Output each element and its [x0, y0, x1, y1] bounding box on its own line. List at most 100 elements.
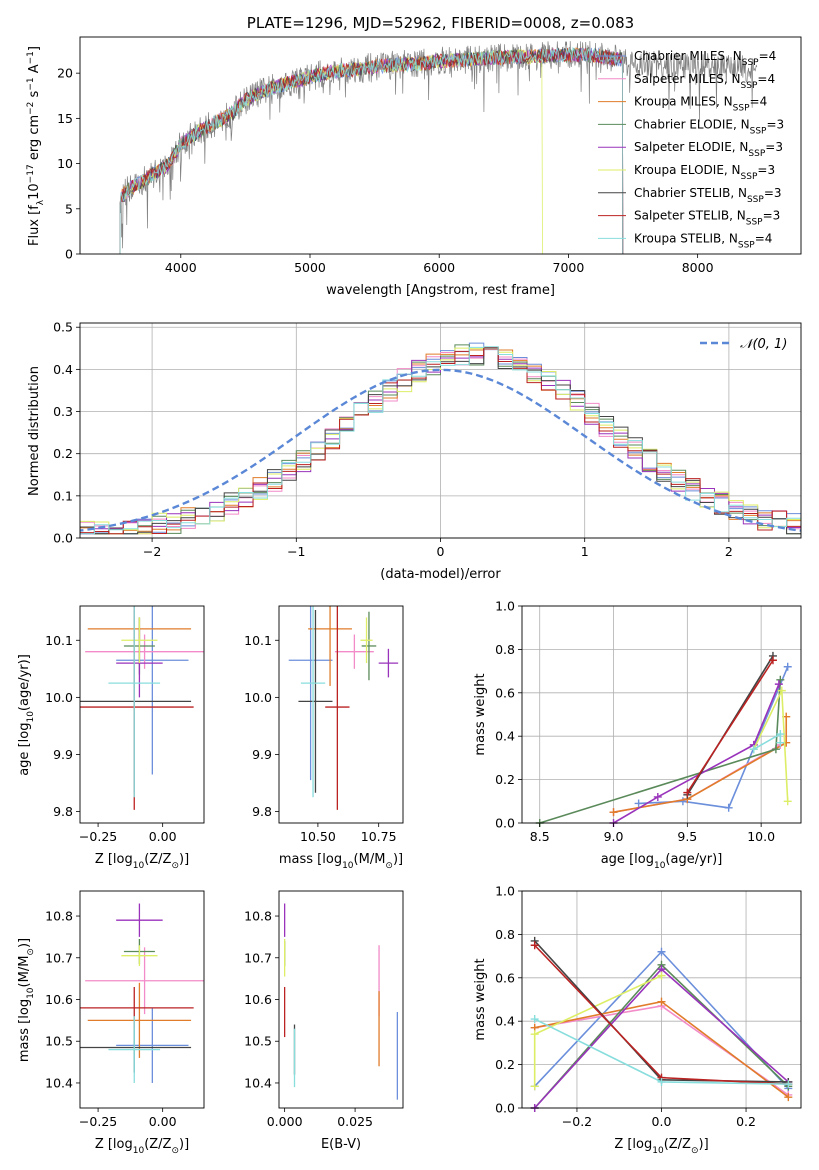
y-tick-label: 0.6 [495, 970, 515, 985]
weight-marker [657, 971, 666, 980]
weight-marker [777, 686, 786, 695]
x-tick-label: 0 [437, 544, 445, 559]
y-tick-label: 0.6 [495, 685, 515, 700]
weight-marker [771, 745, 780, 754]
y-tick-label: 10.0 [244, 690, 272, 705]
y-tick-label: 10.1 [45, 633, 73, 648]
weight-marker [530, 941, 539, 950]
weight-marker [678, 797, 687, 806]
weight-line [638, 666, 789, 809]
weight-marker [657, 1077, 666, 1086]
axes-frame [521, 605, 802, 824]
legend-label: 𝒩(0, 1) [740, 337, 787, 352]
weight-marker [783, 662, 792, 671]
x-tick-label: −0.2 [562, 1114, 592, 1129]
legend-label: Salpeter STELIB, NSSP=3 [634, 209, 780, 228]
y-tick-label: 10 [57, 156, 73, 171]
weight-line [613, 716, 788, 813]
x-tick-label: 0.025 [337, 1114, 373, 1129]
weight-line [533, 974, 662, 1087]
x-tick-label: 0.00 [149, 829, 177, 844]
panel-mass-weight-vs-Z: −0.2 0.0 0.2 0.0 0.2 0.4 0.6 0.8 1.0 Z [log10(Z/Z… [473, 884, 802, 1156]
y-tick-label: 0.8 [495, 927, 515, 942]
y-tick-label: 1.0 [495, 884, 515, 899]
y-tick-label: 10.0 [45, 690, 73, 705]
y-tick-label: 10.8 [244, 909, 272, 924]
legend: Chabrier MILES, NSSP=4 Salpeter MILES, NS… [598, 49, 784, 250]
weight-marker [530, 1015, 539, 1024]
legend-label: Salpeter MILES, NSSP=4 [634, 72, 775, 91]
y-tick-label: 9.9 [252, 747, 272, 762]
weight-line [686, 659, 774, 794]
panel-spectrum: 4000 5000 6000 7000 8000 0 5 10 15 20 PLATE=1296, … [26, 14, 802, 298]
weight-marker [634, 799, 643, 808]
y-tick-label: 0.4 [495, 729, 515, 744]
x-tick-label: 10.50 [300, 829, 336, 844]
y-tick-label: 0.2 [495, 1057, 515, 1072]
y-tick-label: 0.1 [53, 488, 73, 503]
x-tick-label: 10.75 [361, 829, 397, 844]
weight-marker [776, 730, 785, 739]
y-tick-label: 0.3 [53, 404, 73, 419]
legend-label: Chabrier STELIB, NSSP=3 [634, 186, 782, 205]
y-tick-label: 9.9 [53, 747, 73, 762]
x-tick-label: 0.00 [149, 1114, 177, 1129]
weight-marker [783, 797, 792, 806]
plot-area [80, 903, 204, 1083]
plot-area [119, 41, 758, 254]
y-axis-label: age [log10(age/yr)] [17, 654, 36, 776]
y-tick-label: 15 [57, 111, 73, 126]
y-tick-label: 9.8 [53, 804, 73, 819]
weight-marker [724, 803, 733, 812]
y-tick-label: 10.5 [244, 1034, 272, 1049]
legend-label: Kroupa STELIB, NSSP=4 [634, 231, 772, 250]
weight-marker [657, 997, 666, 1006]
y-tick-label: 0.4 [495, 1014, 515, 1029]
model-spectrum-line [119, 46, 624, 254]
panel-age-vs-Z: −0.25 0.00 9.8 9.9 10.0 10.1 Z [log10(Z/Z⊙)] ag… [17, 605, 205, 871]
y-tick-label: 10.7 [244, 950, 272, 965]
y-tick-label: 20 [57, 66, 73, 81]
y-axis-label: Normed distribution [27, 366, 42, 496]
x-tick-label: 7000 [553, 260, 585, 275]
weight-marker [609, 808, 618, 817]
x-tick-label: 2 [725, 544, 733, 559]
y-tick-label: 5 [65, 201, 73, 216]
y-tick-label: 10.1 [244, 633, 272, 648]
plot-area [80, 606, 204, 810]
legend-label: Salpeter ELODIE, NSSP=3 [634, 140, 783, 159]
axes-frame [278, 605, 404, 824]
y-tick-label: 10.4 [45, 1075, 73, 1090]
y-tick-label: 10.5 [45, 1034, 73, 1049]
legend: 𝒩(0, 1) [700, 337, 787, 352]
weight-marker [784, 1080, 793, 1089]
weight-marker [749, 745, 758, 754]
legend-label: Chabrier ELODIE, NSSP=3 [634, 117, 784, 136]
y-tick-label: 0 [65, 247, 73, 262]
legend-label: Kroupa MILES, NSSP=4 [634, 95, 767, 114]
x-tick-label: 9.0 [604, 829, 624, 844]
panel-mass-vs-Z: −0.25 0.00 10.4 10.5 10.6 10.7 10.8 Z [log10(Z/… [17, 890, 205, 1156]
y-axis-label: mass weight [473, 958, 488, 1040]
y-tick-label: 0.2 [495, 772, 515, 787]
y-tick-label: 0.5 [53, 320, 73, 335]
y-tick-label: 10.8 [45, 909, 73, 924]
y-tick-label: 10.6 [45, 992, 73, 1007]
weight-marker [653, 792, 662, 801]
plot-area [80, 342, 801, 535]
x-tick-label: 0.0 [652, 1114, 672, 1129]
y-tick-label: 0.8 [495, 642, 515, 657]
plot-area [288, 606, 399, 810]
axes-frame [79, 36, 802, 255]
x-axis-label: (data-model)/error [380, 567, 501, 582]
x-tick-label: 6000 [423, 260, 455, 275]
x-tick-label: −2 [143, 544, 161, 559]
x-tick-label: −0.25 [79, 829, 117, 844]
y-axis-label: mass weight [473, 673, 488, 755]
x-tick-label: −0.25 [79, 1114, 117, 1129]
weight-line [613, 683, 780, 824]
x-tick-label: 4000 [165, 260, 197, 275]
x-axis-label: Z [log10(Z/Z⊙)] [95, 852, 189, 871]
x-tick-label: 9.5 [677, 829, 697, 844]
panel-age-vs-mass: 10.50 10.75 9.8 9.9 10.0 10.1 mass [log10(M/M⊙… [244, 605, 404, 871]
